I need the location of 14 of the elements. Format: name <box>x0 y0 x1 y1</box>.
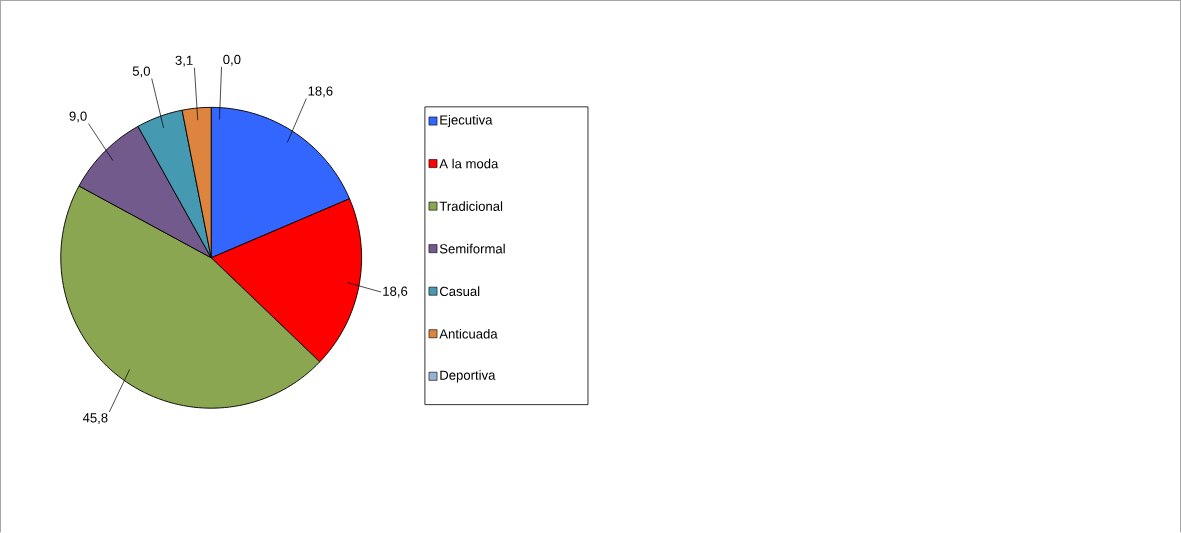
data-label: 18,6 <box>383 286 408 298</box>
data-label: 18,6 <box>308 86 333 98</box>
data-label: 45,8 <box>82 413 108 425</box>
data-label: 9,0 <box>69 111 87 123</box>
legend-label: A la moda <box>439 158 499 169</box>
legend-label: Deportiva <box>440 370 496 383</box>
data-label: 5,0 <box>132 66 151 78</box>
legend-label: Ejecutiva <box>440 115 493 128</box>
legend-label: Anticuada <box>439 329 498 339</box>
text: 0,0 <box>223 54 241 66</box>
data-label: 3,1 <box>175 55 193 67</box>
legend-label: Semiformal <box>439 243 505 254</box>
legend-label: Tradicional <box>439 201 503 212</box>
legend-label: Casual <box>439 286 480 297</box>
